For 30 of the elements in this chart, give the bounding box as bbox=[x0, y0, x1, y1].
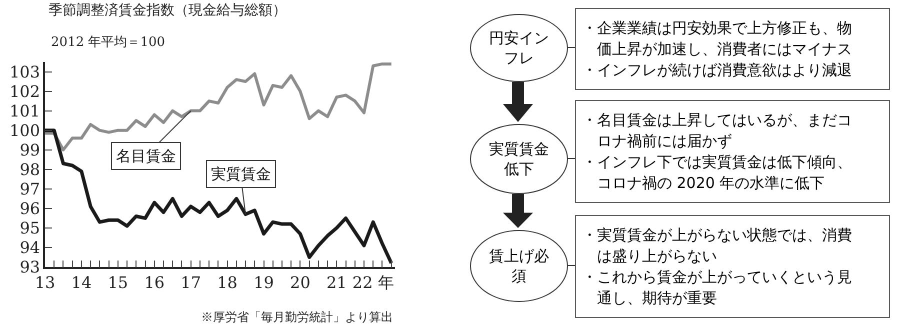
y-tick-label: 94 bbox=[20, 238, 40, 258]
ellipse-node: 円安インフレ bbox=[470, 14, 568, 82]
x-tick-label: 15 bbox=[108, 272, 128, 292]
y-tick-label: 95 bbox=[20, 218, 40, 238]
x-tick-label: 19 bbox=[254, 272, 274, 292]
text-box: ・実質賃金が上がらない状態では、消費は盛り上がらない ・これから賃金が上がっていくという見通し、期待が重要 bbox=[575, 215, 890, 318]
x-tick-label: 18 bbox=[217, 272, 238, 292]
text-box: ・企業業績は円安効果で上方修正も、物価上昇が加速し、消費者にはマイナス ・インフレが続けば消費意欲はより減退 bbox=[575, 8, 890, 90]
y-tick-label: 101 bbox=[10, 101, 40, 120]
y-tick-label: 96 bbox=[20, 199, 40, 218]
y-tick-label: 102 bbox=[10, 82, 40, 101]
x-tick-label: 22 年 bbox=[352, 272, 394, 292]
text-box: ・名目賃金は上昇してはいるが、まだコロナ禍前には届かず ・インフレ下では実質賃金は低下傾向、コロナ禍の 2020 年の水準に低下 bbox=[575, 100, 890, 203]
series-label: 名目賃金 bbox=[116, 147, 176, 165]
x-tick-label: 21 bbox=[326, 272, 347, 292]
x-tick-label: 14 bbox=[71, 272, 92, 292]
chart-title: 季節調整済賃金指数（現金給与総額） bbox=[48, 2, 286, 19]
y-tick-label: 97 bbox=[20, 180, 40, 198]
ellipse-node: 実質賃金低下 bbox=[470, 124, 568, 194]
y-tick-label: 100 bbox=[10, 120, 40, 140]
ellipse-node: 賃上げ必須 bbox=[470, 230, 568, 302]
series-label: 実質賃金 bbox=[211, 165, 271, 183]
x-tick-label: 16 bbox=[144, 272, 165, 292]
x-tick-label: 17 bbox=[180, 272, 202, 292]
y-tick-label: 99 bbox=[20, 140, 40, 160]
y-tick-label: 103 bbox=[10, 62, 40, 82]
x-tick-label: 20 bbox=[290, 272, 310, 292]
chart-subtitle: 2012 年平均＝100 bbox=[51, 35, 166, 50]
y-tick-label: 98 bbox=[20, 160, 40, 179]
text: ※厚労省「毎月勤労統計」より算出 bbox=[201, 310, 393, 324]
